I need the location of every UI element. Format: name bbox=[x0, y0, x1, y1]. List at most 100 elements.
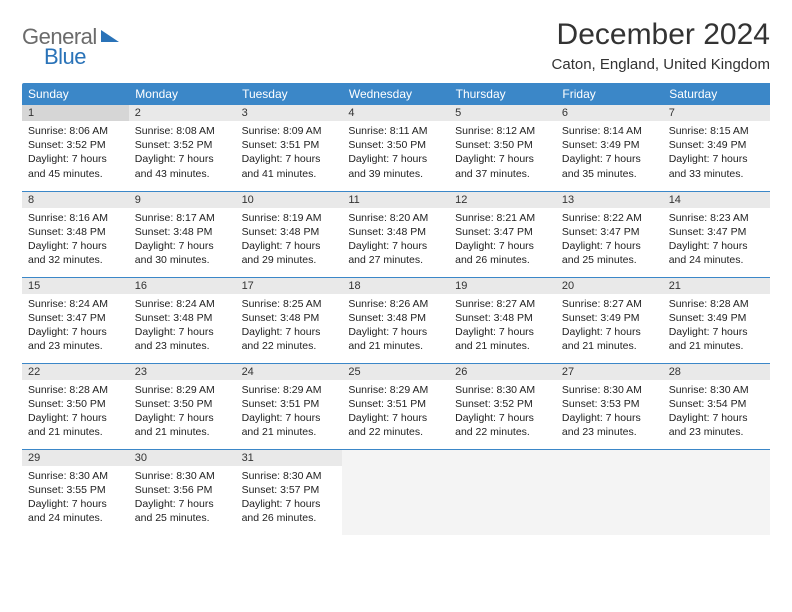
sunrise-line: Sunrise: 8:27 AM bbox=[562, 297, 657, 311]
sunset-line: Sunset: 3:51 PM bbox=[242, 138, 337, 152]
sunset-line: Sunset: 3:48 PM bbox=[348, 225, 443, 239]
calendar-empty-cell bbox=[663, 449, 770, 535]
calendar-day-cell: 26Sunrise: 8:30 AMSunset: 3:52 PMDayligh… bbox=[449, 363, 556, 449]
logo: General Blue bbox=[22, 18, 119, 70]
daylight-line: Daylight: 7 hours and 37 minutes. bbox=[455, 152, 550, 180]
sunset-line: Sunset: 3:49 PM bbox=[562, 311, 657, 325]
calendar-week-row: 1Sunrise: 8:06 AMSunset: 3:52 PMDaylight… bbox=[22, 105, 770, 191]
day-details: Sunrise: 8:11 AMSunset: 3:50 PMDaylight:… bbox=[342, 121, 449, 185]
daylight-line: Daylight: 7 hours and 25 minutes. bbox=[135, 497, 230, 525]
calendar-day-cell: 15Sunrise: 8:24 AMSunset: 3:47 PMDayligh… bbox=[22, 277, 129, 363]
daylight-line: Daylight: 7 hours and 30 minutes. bbox=[135, 239, 230, 267]
day-number: 6 bbox=[556, 105, 663, 121]
sunset-line: Sunset: 3:51 PM bbox=[242, 397, 337, 411]
sunrise-line: Sunrise: 8:26 AM bbox=[348, 297, 443, 311]
sunrise-line: Sunrise: 8:19 AM bbox=[242, 211, 337, 225]
weekday-header: Sunday bbox=[22, 83, 129, 105]
sunrise-line: Sunrise: 8:27 AM bbox=[455, 297, 550, 311]
day-details: Sunrise: 8:29 AMSunset: 3:50 PMDaylight:… bbox=[129, 380, 236, 444]
day-number: 10 bbox=[236, 192, 343, 208]
sunrise-line: Sunrise: 8:30 AM bbox=[135, 469, 230, 483]
sunrise-line: Sunrise: 8:29 AM bbox=[348, 383, 443, 397]
logo-triangle-icon bbox=[101, 30, 119, 42]
sunset-line: Sunset: 3:48 PM bbox=[28, 225, 123, 239]
calendar-day-cell: 6 Sunrise: 8:14 AMSunset: 3:49 PMDaylight… bbox=[556, 105, 663, 191]
weekday-header: Tuesday bbox=[236, 83, 343, 105]
daylight-line: Daylight: 7 hours and 23 minutes. bbox=[562, 411, 657, 439]
day-number: 13 bbox=[556, 192, 663, 208]
calendar-empty-cell bbox=[556, 449, 663, 535]
sunset-line: Sunset: 3:47 PM bbox=[562, 225, 657, 239]
day-details: Sunrise: 8:27 AMSunset: 3:49 PMDaylight:… bbox=[556, 294, 663, 358]
day-number: 29 bbox=[22, 450, 129, 466]
calendar-empty-cell bbox=[342, 449, 449, 535]
day-number: 21 bbox=[663, 278, 770, 294]
daylight-line: Daylight: 7 hours and 23 minutes. bbox=[669, 411, 764, 439]
calendar-day-cell: 27Sunrise: 8:30 AMSunset: 3:53 PMDayligh… bbox=[556, 363, 663, 449]
weekday-header: Monday bbox=[129, 83, 236, 105]
weekday-header: Wednesday bbox=[342, 83, 449, 105]
sunrise-line: Sunrise: 8:30 AM bbox=[562, 383, 657, 397]
calendar-day-cell: 3Sunrise: 8:09 AMSunset: 3:51 PMDaylight… bbox=[236, 105, 343, 191]
sunrise-line: Sunrise: 8:30 AM bbox=[242, 469, 337, 483]
sunrise-line: Sunrise: 8:14 AM bbox=[562, 124, 657, 138]
daylight-line: Daylight: 7 hours and 24 minutes. bbox=[669, 239, 764, 267]
day-number: 31 bbox=[236, 450, 343, 466]
day-number: 5 bbox=[449, 105, 556, 121]
day-number: 27 bbox=[556, 364, 663, 380]
calendar-day-cell: 17Sunrise: 8:25 AMSunset: 3:48 PMDayligh… bbox=[236, 277, 343, 363]
daylight-line: Daylight: 7 hours and 35 minutes. bbox=[562, 152, 657, 180]
weekday-header-row: SundayMondayTuesdayWednesdayThursdayFrid… bbox=[22, 83, 770, 105]
day-number: 28 bbox=[663, 364, 770, 380]
month-title: December 2024 bbox=[552, 18, 770, 52]
calendar-week-row: 15Sunrise: 8:24 AMSunset: 3:47 PMDayligh… bbox=[22, 277, 770, 363]
daylight-line: Daylight: 7 hours and 25 minutes. bbox=[562, 239, 657, 267]
sunrise-line: Sunrise: 8:21 AM bbox=[455, 211, 550, 225]
sunset-line: Sunset: 3:50 PM bbox=[28, 397, 123, 411]
sunset-line: Sunset: 3:53 PM bbox=[562, 397, 657, 411]
day-details: Sunrise: 8:30 AMSunset: 3:53 PMDaylight:… bbox=[556, 380, 663, 444]
sunset-line: Sunset: 3:48 PM bbox=[348, 311, 443, 325]
day-details: Sunrise: 8:24 AMSunset: 3:48 PMDaylight:… bbox=[129, 294, 236, 358]
sunset-line: Sunset: 3:48 PM bbox=[135, 311, 230, 325]
sunrise-line: Sunrise: 8:25 AM bbox=[242, 297, 337, 311]
weekday-header: Thursday bbox=[449, 83, 556, 105]
day-details: Sunrise: 8:30 AMSunset: 3:54 PMDaylight:… bbox=[663, 380, 770, 444]
sunrise-line: Sunrise: 8:11 AM bbox=[348, 124, 443, 138]
daylight-line: Daylight: 7 hours and 21 minutes. bbox=[562, 325, 657, 353]
calendar-day-cell: 22Sunrise: 8:28 AMSunset: 3:50 PMDayligh… bbox=[22, 363, 129, 449]
sunrise-line: Sunrise: 8:28 AM bbox=[28, 383, 123, 397]
calendar-table: SundayMondayTuesdayWednesdayThursdayFrid… bbox=[22, 83, 770, 535]
daylight-line: Daylight: 7 hours and 23 minutes. bbox=[135, 325, 230, 353]
sunset-line: Sunset: 3:47 PM bbox=[28, 311, 123, 325]
day-details: Sunrise: 8:15 AMSunset: 3:49 PMDaylight:… bbox=[663, 121, 770, 185]
sunset-line: Sunset: 3:48 PM bbox=[455, 311, 550, 325]
calendar-day-cell: 11Sunrise: 8:20 AMSunset: 3:48 PMDayligh… bbox=[342, 191, 449, 277]
sunset-line: Sunset: 3:52 PM bbox=[28, 138, 123, 152]
daylight-line: Daylight: 7 hours and 22 minutes. bbox=[455, 411, 550, 439]
day-details: Sunrise: 8:17 AMSunset: 3:48 PMDaylight:… bbox=[129, 208, 236, 272]
day-details: Sunrise: 8:24 AMSunset: 3:47 PMDaylight:… bbox=[22, 294, 129, 358]
daylight-line: Daylight: 7 hours and 21 minutes. bbox=[135, 411, 230, 439]
day-details: Sunrise: 8:28 AMSunset: 3:50 PMDaylight:… bbox=[22, 380, 129, 444]
day-details: Sunrise: 8:27 AMSunset: 3:48 PMDaylight:… bbox=[449, 294, 556, 358]
calendar-day-cell: 21Sunrise: 8:28 AMSunset: 3:49 PMDayligh… bbox=[663, 277, 770, 363]
day-number: 1 bbox=[22, 105, 129, 121]
calendar-day-cell: 18Sunrise: 8:26 AMSunset: 3:48 PMDayligh… bbox=[342, 277, 449, 363]
daylight-line: Daylight: 7 hours and 41 minutes. bbox=[242, 152, 337, 180]
calendar-day-cell: 31Sunrise: 8:30 AMSunset: 3:57 PMDayligh… bbox=[236, 449, 343, 535]
daylight-line: Daylight: 7 hours and 21 minutes. bbox=[669, 325, 764, 353]
sunset-line: Sunset: 3:57 PM bbox=[242, 483, 337, 497]
day-details: Sunrise: 8:12 AMSunset: 3:50 PMDaylight:… bbox=[449, 121, 556, 185]
sunrise-line: Sunrise: 8:22 AM bbox=[562, 211, 657, 225]
calendar-day-cell: 14Sunrise: 8:23 AMSunset: 3:47 PMDayligh… bbox=[663, 191, 770, 277]
sunrise-line: Sunrise: 8:17 AM bbox=[135, 211, 230, 225]
sunrise-line: Sunrise: 8:29 AM bbox=[135, 383, 230, 397]
calendar-day-cell: 30Sunrise: 8:30 AMSunset: 3:56 PMDayligh… bbox=[129, 449, 236, 535]
sunset-line: Sunset: 3:49 PM bbox=[562, 138, 657, 152]
calendar-day-cell: 8Sunrise: 8:16 AMSunset: 3:48 PMDaylight… bbox=[22, 191, 129, 277]
daylight-line: Daylight: 7 hours and 21 minutes. bbox=[28, 411, 123, 439]
weekday-header: Saturday bbox=[663, 83, 770, 105]
day-details: Sunrise: 8:06 AMSunset: 3:52 PMDaylight:… bbox=[22, 121, 129, 185]
day-details: Sunrise: 8:22 AMSunset: 3:47 PMDaylight:… bbox=[556, 208, 663, 272]
